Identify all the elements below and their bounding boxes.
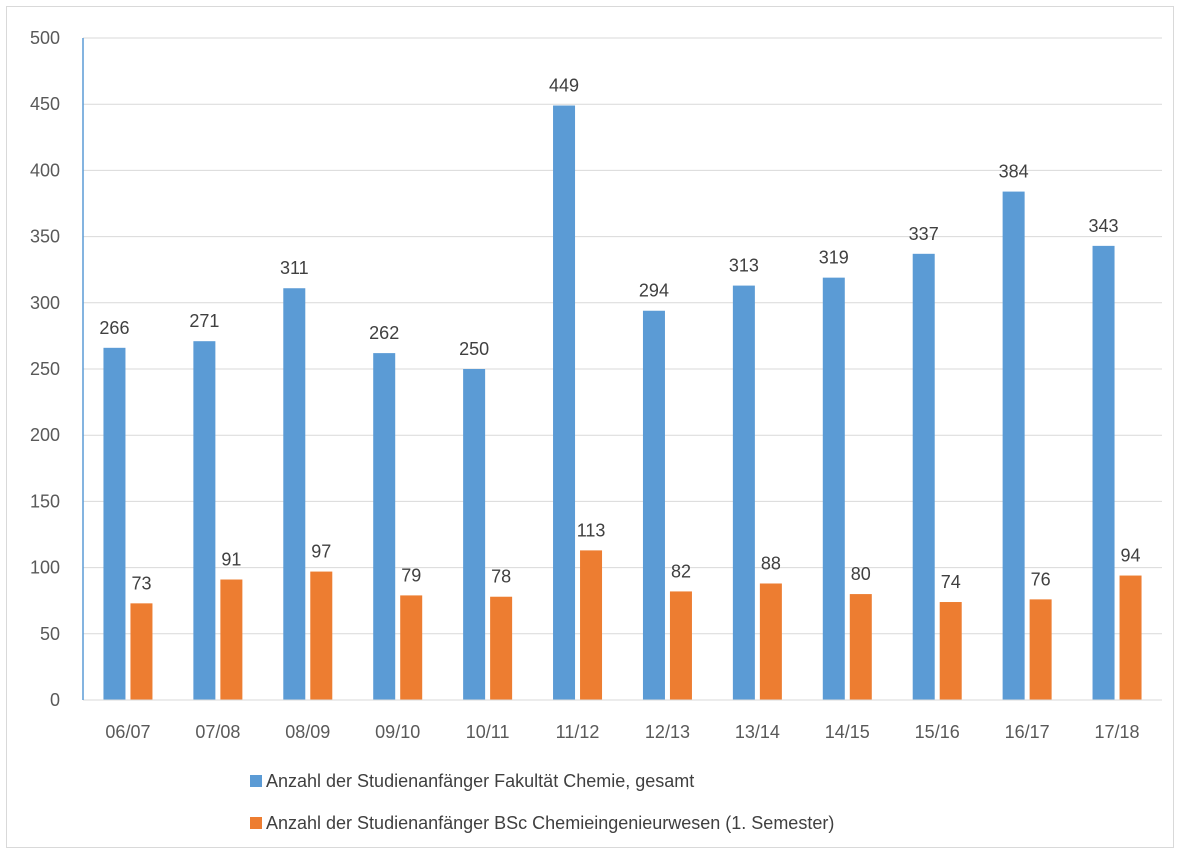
data-label-series-1: 266 bbox=[99, 318, 129, 338]
x-tick-label: 15/16 bbox=[915, 722, 960, 742]
y-tick-label: 500 bbox=[30, 28, 60, 48]
data-label-series-1: 343 bbox=[1089, 216, 1119, 236]
x-tick-label: 13/14 bbox=[735, 722, 780, 742]
data-label-series-1: 311 bbox=[280, 258, 309, 278]
bar-series-1 bbox=[642, 310, 665, 700]
data-label-series-1: 262 bbox=[369, 323, 399, 343]
bar-series-1 bbox=[1092, 245, 1115, 701]
data-label-series-1: 449 bbox=[549, 76, 579, 96]
gridlines bbox=[83, 37, 1162, 635]
data-label-series-2: 97 bbox=[311, 542, 331, 562]
data-label-series-2: 82 bbox=[671, 561, 691, 581]
axes: 0 50 100 150 200 250 300 350 400 450 500 06/07 07/08… bbox=[30, 28, 1162, 742]
data-label-series-1: 250 bbox=[459, 339, 489, 359]
bar-series-2 bbox=[669, 591, 692, 700]
data-label-series-1: 337 bbox=[909, 224, 939, 244]
bar-series-2 bbox=[400, 595, 423, 700]
bar-series-2 bbox=[580, 550, 603, 700]
bar-series-1 bbox=[463, 369, 486, 700]
bar-series-2 bbox=[490, 596, 513, 700]
legend-label-series-2: Anzahl der Studienanfänger BSc Chemieing… bbox=[266, 813, 835, 833]
bar-series-1 bbox=[912, 253, 935, 700]
data-label-series-2: 91 bbox=[221, 550, 241, 570]
x-tick-label: 09/10 bbox=[375, 722, 420, 742]
bar-series-2 bbox=[220, 579, 243, 700]
x-tick-label: 10/11 bbox=[466, 722, 510, 742]
bar-series-1 bbox=[103, 347, 126, 700]
data-label-series-1: 319 bbox=[819, 248, 849, 268]
x-tick-label: 07/08 bbox=[195, 722, 240, 742]
x-tick-label: 08/09 bbox=[285, 722, 330, 742]
bar-series-1 bbox=[732, 285, 755, 700]
legend: Anzahl der Studienanfänger Fakultät Chem… bbox=[250, 770, 834, 854]
y-tick-label: 300 bbox=[30, 293, 60, 313]
y-tick-label: 200 bbox=[30, 425, 60, 445]
bar-series-2 bbox=[849, 594, 872, 700]
y-tick-label: 0 bbox=[50, 690, 60, 710]
data-label-series-2: 76 bbox=[1031, 569, 1051, 589]
bar-series-2 bbox=[310, 571, 333, 700]
x-tick-label: 16/17 bbox=[1005, 722, 1050, 742]
data-label-series-2: 80 bbox=[851, 564, 871, 584]
bar-series-1 bbox=[193, 341, 216, 700]
data-labels: 266 73 271 91 311 97 262 79 250 78 449 113 294 82 313 8… bbox=[99, 76, 1140, 594]
y-tick-label: 100 bbox=[30, 558, 60, 578]
data-label-series-2: 74 bbox=[941, 572, 961, 592]
bar-series-1 bbox=[373, 353, 396, 700]
x-tick-label: 12/13 bbox=[645, 722, 690, 742]
data-label-series-2: 78 bbox=[491, 567, 511, 587]
bar-series-2 bbox=[1119, 575, 1142, 700]
data-label-series-1: 384 bbox=[999, 162, 1029, 182]
y-tick-label: 50 bbox=[40, 624, 60, 644]
legend-entry-series-1: Anzahl der Studienanfänger Fakultät Chem… bbox=[250, 770, 834, 792]
legend-swatch-series-1 bbox=[250, 775, 262, 787]
y-tick-label: 400 bbox=[30, 160, 60, 180]
bar-series-1 bbox=[1002, 191, 1025, 701]
data-label-series-2: 88 bbox=[761, 553, 781, 573]
data-label-series-2: 79 bbox=[401, 565, 421, 585]
legend-entry-series-2: Anzahl der Studienanfänger BSc Chemieing… bbox=[250, 812, 834, 834]
legend-swatch-series-2 bbox=[250, 817, 262, 829]
bar-series-1 bbox=[283, 288, 306, 700]
bar-series-1 bbox=[553, 105, 576, 701]
x-tick-label: 14/15 bbox=[825, 722, 870, 742]
bar-series-2 bbox=[1029, 599, 1052, 700]
data-label-series-2: 113 bbox=[577, 520, 606, 540]
data-label-series-1: 294 bbox=[639, 281, 669, 301]
data-label-series-2: 94 bbox=[1121, 546, 1141, 566]
bar-series-2 bbox=[130, 603, 153, 700]
bars bbox=[103, 105, 1142, 701]
bar-series-2 bbox=[939, 602, 962, 700]
y-tick-label: 350 bbox=[30, 227, 60, 247]
x-tick-label: 17/18 bbox=[1095, 722, 1140, 742]
y-tick-label: 450 bbox=[30, 94, 60, 114]
data-label-series-2: 73 bbox=[131, 573, 151, 593]
data-label-series-1: 313 bbox=[729, 256, 759, 276]
x-tick-label: 11/12 bbox=[556, 722, 600, 742]
bar-series-2 bbox=[759, 583, 782, 700]
legend-label-series-1: Anzahl der Studienanfänger Fakultät Chem… bbox=[266, 771, 695, 791]
y-tick-label: 250 bbox=[30, 359, 60, 379]
bar-series-1 bbox=[822, 277, 845, 700]
y-tick-label: 150 bbox=[30, 491, 60, 511]
x-tick-label: 06/07 bbox=[105, 722, 150, 742]
data-label-series-1: 271 bbox=[189, 311, 219, 331]
